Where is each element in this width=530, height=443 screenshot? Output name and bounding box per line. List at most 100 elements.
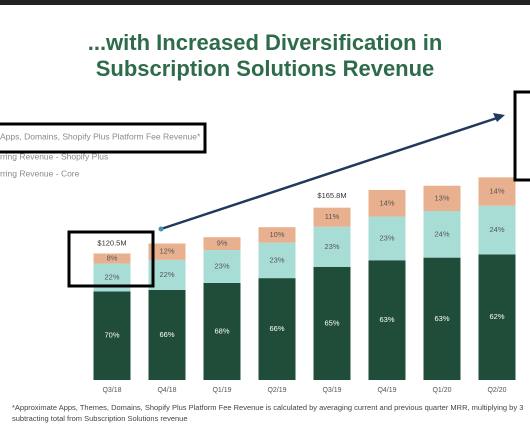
percent-sign: % <box>443 193 450 202</box>
annotation-box <box>0 122 207 154</box>
segment-value: 22 <box>159 270 167 279</box>
segment-label: 22% <box>104 272 119 281</box>
bar-segment <box>423 185 461 212</box>
segment-label: 63% <box>379 315 394 324</box>
segment-value: 22 <box>104 272 112 281</box>
bar-segment <box>313 226 351 267</box>
bar-segment <box>368 260 406 380</box>
percent-sign: % <box>498 225 505 234</box>
segment-label: 9% <box>217 239 228 248</box>
x-tick-label: Q3/19 <box>322 387 341 394</box>
percent-sign: % <box>333 318 340 327</box>
chart-title: Subscription Solutions Revenue <box>96 56 435 81</box>
segment-label: 68% <box>214 326 229 335</box>
segment-value: 68 <box>214 326 222 335</box>
percent-sign: % <box>278 324 285 333</box>
segment-label: 11% <box>325 212 340 221</box>
bar-segment <box>203 282 241 380</box>
percent-sign: % <box>278 230 285 239</box>
top-edge <box>0 0 530 5</box>
segment-label: 12% <box>159 247 174 256</box>
percent-sign: % <box>223 326 230 335</box>
segment-label: 23% <box>269 255 284 264</box>
segment-value: 12 <box>159 247 167 256</box>
bar-segment <box>313 266 351 380</box>
legend-label: rring Revenue - Shopify Plus <box>0 151 108 161</box>
total-label: $165.8M <box>317 191 346 200</box>
x-tick-label: Q1/20 <box>432 387 451 394</box>
bar-segment <box>148 289 186 380</box>
segment-value: 14 <box>379 198 387 207</box>
segment-label: 14% <box>489 187 504 196</box>
bar-segment <box>93 291 131 380</box>
percent-sign: % <box>498 187 505 196</box>
segment-value: 62 <box>489 312 497 321</box>
percent-sign: % <box>113 331 120 340</box>
bar-segment <box>368 216 406 261</box>
segment-value: 14 <box>489 187 497 196</box>
percent-sign: % <box>443 229 450 238</box>
percent-sign: % <box>113 272 120 281</box>
bar-segment <box>203 250 241 283</box>
percent-sign: % <box>111 254 118 263</box>
segment-value: 24 <box>434 229 442 238</box>
x-tick-label: Q4/18 <box>157 387 176 394</box>
bar-segment <box>423 211 461 258</box>
segment-value: 66 <box>159 330 167 339</box>
x-tick-label: Q3/18 <box>102 387 121 394</box>
segment-value: 23 <box>379 233 387 242</box>
segment-label: 63% <box>434 314 449 323</box>
segment-label: 66% <box>269 324 284 333</box>
total-label: $120.5M <box>97 238 126 247</box>
segment-label: 10% <box>269 230 284 239</box>
footnote: subtracting total from Subscription Solu… <box>12 414 188 423</box>
bar-segment <box>258 242 296 279</box>
segment-value: 24 <box>489 225 497 234</box>
percent-sign: % <box>223 261 230 270</box>
segment-value: 65 <box>324 318 332 327</box>
x-tick-label: Q1/19 <box>212 387 231 394</box>
x-tick-label: Q4/19 <box>377 387 396 394</box>
segment-value: 11 <box>325 212 333 221</box>
segment-label: 8% <box>107 254 118 263</box>
bar-segment <box>478 254 516 380</box>
percent-sign: % <box>168 270 175 279</box>
segment-value: 66 <box>269 324 277 333</box>
annotation-box <box>67 230 155 288</box>
percent-sign: % <box>333 212 340 221</box>
percent-sign: % <box>333 242 340 251</box>
percent-sign: % <box>221 239 228 248</box>
segment-label: 66% <box>159 330 174 339</box>
segment-value: 9 <box>217 239 221 248</box>
segment-value: 23 <box>269 255 277 264</box>
bar-segment <box>203 237 241 251</box>
segment-label: 24% <box>434 229 449 238</box>
annotation-arrow <box>160 116 498 231</box>
bar-segment <box>423 257 461 380</box>
plot: rring Revenue - Core rring Revenue - Shop… <box>0 131 516 394</box>
segment-value: 23 <box>324 242 332 251</box>
bar-segment <box>368 189 406 217</box>
segment-label: 14% <box>379 198 394 207</box>
bar-segment <box>478 177 516 206</box>
percent-sign: % <box>443 314 450 323</box>
segment-label: 23% <box>379 233 394 242</box>
segment-value: 23 <box>214 261 222 270</box>
x-tick-label: Q2/20 <box>487 387 506 394</box>
segment-label: 70% <box>104 331 119 340</box>
segment-label: 23% <box>214 261 229 270</box>
bar-segment <box>93 253 131 264</box>
bar-segment <box>258 227 296 243</box>
segment-label: 65% <box>324 318 339 327</box>
percent-sign: % <box>168 247 175 256</box>
percent-sign: % <box>498 312 505 321</box>
x-tick-label: Q2/19 <box>267 387 286 394</box>
segment-value: 8 <box>107 254 111 263</box>
segment-value: 70 <box>104 331 112 340</box>
segment-label: 62% <box>489 312 504 321</box>
segment-value: 63 <box>434 314 442 323</box>
bar-segment <box>148 243 186 260</box>
footnote: *Approximate Apps, Themes, Domains, Shop… <box>12 403 523 412</box>
segment-label: 24% <box>489 225 504 234</box>
